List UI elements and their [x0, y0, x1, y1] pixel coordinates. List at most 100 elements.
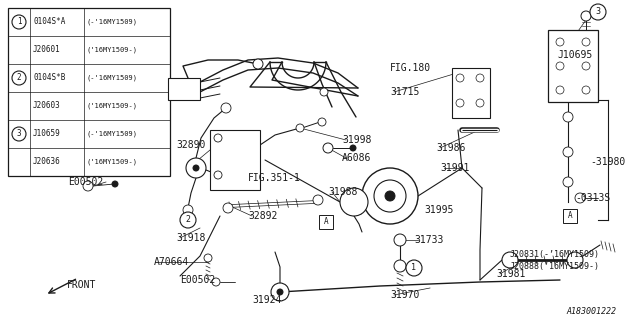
Circle shape [221, 103, 231, 113]
Circle shape [374, 180, 406, 212]
Circle shape [12, 15, 26, 29]
Bar [563, 209, 577, 223]
Circle shape [350, 145, 356, 151]
Circle shape [320, 88, 328, 96]
Circle shape [296, 124, 304, 132]
Circle shape [406, 260, 422, 276]
Text: 2: 2 [17, 74, 21, 83]
Text: 3: 3 [17, 130, 21, 139]
Circle shape [556, 62, 564, 70]
Circle shape [476, 74, 484, 82]
Circle shape [12, 127, 26, 141]
Text: 1: 1 [412, 263, 417, 273]
Text: A183001222: A183001222 [566, 308, 616, 316]
Bar [452, 68, 490, 118]
Circle shape [590, 4, 606, 20]
Bar [319, 215, 333, 229]
Circle shape [204, 254, 212, 262]
Text: 31981: 31981 [496, 269, 525, 279]
Circle shape [394, 260, 406, 272]
Circle shape [12, 71, 26, 85]
Circle shape [567, 252, 583, 268]
Circle shape [575, 193, 585, 203]
Circle shape [193, 165, 199, 171]
Circle shape [180, 212, 196, 228]
Text: 32892: 32892 [248, 211, 277, 221]
Text: 3: 3 [595, 7, 600, 17]
Text: 2: 2 [186, 215, 191, 225]
Circle shape [502, 252, 518, 268]
Circle shape [582, 38, 590, 46]
Circle shape [313, 195, 323, 205]
Text: J20831(-’16MY1509): J20831(-’16MY1509) [510, 250, 600, 259]
Text: 31998: 31998 [342, 135, 371, 145]
Text: J20636: J20636 [33, 157, 61, 166]
Circle shape [340, 188, 368, 216]
Circle shape [556, 86, 564, 94]
Text: FRONT: FRONT [67, 280, 97, 290]
Text: A6086: A6086 [342, 153, 371, 163]
Text: 32890: 32890 [176, 140, 205, 150]
Circle shape [243, 171, 253, 181]
Text: 31988: 31988 [328, 187, 357, 197]
Text: 31918: 31918 [176, 233, 205, 243]
Text: E00502: E00502 [68, 177, 103, 187]
Circle shape [277, 289, 283, 295]
Text: J10695: J10695 [557, 50, 592, 60]
Text: -0313S: -0313S [575, 193, 611, 203]
Text: 31991: 31991 [440, 163, 469, 173]
Circle shape [563, 147, 573, 157]
Circle shape [362, 168, 418, 224]
Text: 31715: 31715 [390, 87, 419, 97]
Bar [168, 78, 200, 100]
Text: 31970: 31970 [390, 290, 419, 300]
Text: 31733: 31733 [414, 235, 444, 245]
Circle shape [476, 99, 484, 107]
Text: ('16MY1509-): ('16MY1509-) [86, 47, 137, 53]
Text: 31986: 31986 [436, 143, 465, 153]
Circle shape [456, 99, 464, 107]
Text: A: A [324, 218, 328, 227]
Text: ('16MY1509-): ('16MY1509-) [86, 159, 137, 165]
Circle shape [271, 283, 289, 301]
Text: J20601: J20601 [33, 45, 61, 54]
Text: J10659: J10659 [33, 130, 61, 139]
Text: (-'16MY1509): (-'16MY1509) [86, 19, 137, 25]
Text: FIG.351-1: FIG.351-1 [248, 173, 301, 183]
Circle shape [318, 118, 326, 126]
Bar [548, 30, 598, 102]
Text: FIG.180: FIG.180 [390, 63, 431, 73]
Circle shape [385, 191, 395, 201]
Circle shape [563, 177, 573, 187]
Text: 0104S*A: 0104S*A [33, 18, 65, 27]
Circle shape [212, 278, 220, 286]
Circle shape [394, 234, 406, 246]
Text: (-'16MY1509): (-'16MY1509) [86, 75, 137, 81]
Text: ('16MY1509-): ('16MY1509-) [86, 103, 137, 109]
Bar [210, 130, 260, 190]
Circle shape [253, 59, 263, 69]
Circle shape [186, 158, 206, 178]
Text: J20888(’16MY1509-): J20888(’16MY1509-) [510, 261, 600, 270]
Bar [8, 8, 170, 176]
Text: A70664: A70664 [154, 257, 189, 267]
Text: (-'16MY1509): (-'16MY1509) [86, 131, 137, 137]
Circle shape [214, 171, 222, 179]
Circle shape [556, 38, 564, 46]
Circle shape [582, 62, 590, 70]
Circle shape [223, 203, 233, 213]
Text: 1: 1 [17, 18, 21, 27]
Circle shape [214, 134, 222, 142]
Text: J20603: J20603 [33, 101, 61, 110]
Circle shape [183, 205, 193, 215]
Text: 31995: 31995 [424, 205, 453, 215]
Text: A: A [568, 212, 572, 220]
Circle shape [112, 181, 118, 187]
Text: 0104S*B: 0104S*B [33, 74, 65, 83]
Circle shape [581, 11, 591, 21]
Circle shape [456, 74, 464, 82]
Circle shape [582, 86, 590, 94]
Circle shape [323, 143, 333, 153]
Circle shape [83, 181, 93, 191]
Text: 31924: 31924 [252, 295, 282, 305]
